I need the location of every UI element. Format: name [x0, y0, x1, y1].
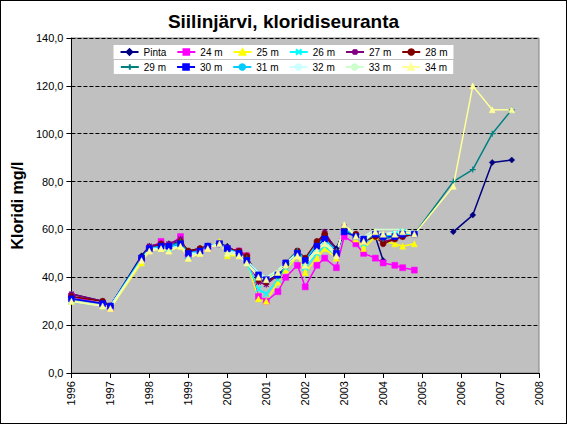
- svg-text:28 m: 28 m: [425, 47, 447, 58]
- svg-text:24 m: 24 m: [200, 47, 222, 58]
- svg-text:1999: 1999: [182, 381, 194, 405]
- svg-text:80,0: 80,0: [42, 176, 63, 188]
- svg-text:26 m: 26 m: [313, 47, 335, 58]
- svg-text:2007: 2007: [494, 381, 506, 405]
- svg-text:Kloridi mg/l: Kloridi mg/l: [9, 162, 26, 250]
- svg-text:32 m: 32 m: [313, 62, 335, 73]
- svg-text:40,0: 40,0: [42, 271, 63, 283]
- svg-text:1998: 1998: [143, 381, 155, 405]
- svg-text:1997: 1997: [104, 381, 116, 405]
- svg-text:27 m: 27 m: [369, 47, 391, 58]
- svg-text:120,0: 120,0: [36, 80, 64, 92]
- svg-text:31 m: 31 m: [256, 62, 278, 73]
- svg-text:30 m: 30 m: [200, 62, 222, 73]
- svg-text:100,0: 100,0: [36, 128, 64, 140]
- svg-text:2006: 2006: [455, 381, 467, 405]
- svg-text:34 m: 34 m: [425, 62, 447, 73]
- svg-text:2008: 2008: [533, 381, 545, 405]
- svg-text:20,0: 20,0: [42, 319, 63, 331]
- svg-text:2001: 2001: [260, 381, 272, 405]
- svg-text:2003: 2003: [338, 381, 350, 405]
- svg-text:60,0: 60,0: [42, 223, 63, 235]
- svg-text:2004: 2004: [377, 381, 389, 405]
- svg-text:29 m: 29 m: [144, 62, 166, 73]
- svg-text:2002: 2002: [299, 381, 311, 405]
- svg-text:0,0: 0,0: [48, 367, 63, 379]
- svg-text:1996: 1996: [65, 381, 77, 405]
- svg-text:2000: 2000: [221, 381, 233, 405]
- svg-text:33 m: 33 m: [369, 62, 391, 73]
- svg-text:Siilinjärvi, kloridiseuranta: Siilinjärvi, kloridiseuranta: [168, 11, 400, 32]
- svg-text:25 m: 25 m: [257, 47, 279, 58]
- svg-text:2005: 2005: [416, 381, 428, 405]
- svg-text:Pinta: Pinta: [144, 47, 167, 58]
- svg-text:140,0: 140,0: [36, 32, 64, 44]
